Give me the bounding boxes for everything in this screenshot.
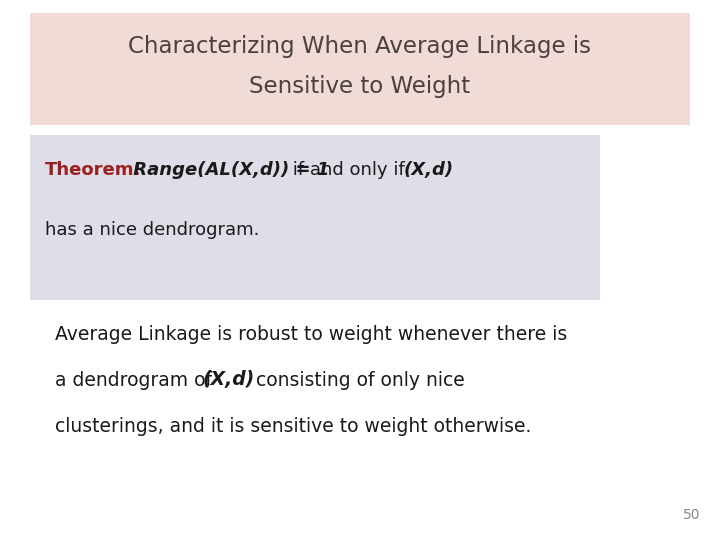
Text: Average Linkage is robust to weight whenever there is: Average Linkage is robust to weight when… (55, 326, 567, 345)
Text: Sensitive to Weight: Sensitive to Weight (249, 75, 471, 98)
Bar (30, 13, 690, 125)
Text: (X,d): (X,d) (203, 370, 256, 389)
Text: a dendrogram of: a dendrogram of (55, 370, 218, 389)
Text: Characterizing When Average Linkage is: Characterizing When Average Linkage is (128, 36, 592, 58)
Text: Range(AL(X,d)) = 1: Range(AL(X,d)) = 1 (127, 161, 329, 179)
Text: Theorem:: Theorem: (45, 161, 142, 179)
Text: has a nice dendrogram.: has a nice dendrogram. (45, 221, 259, 239)
Text: 50: 50 (683, 508, 700, 522)
Text: consisting of only nice: consisting of only nice (250, 370, 464, 389)
Text: clusterings, and it is sensitive to weight otherwise.: clusterings, and it is sensitive to weig… (55, 417, 531, 436)
Text: if and only if: if and only if (287, 161, 410, 179)
Bar (30, 135, 600, 300)
Text: (X,d): (X,d) (404, 161, 454, 179)
